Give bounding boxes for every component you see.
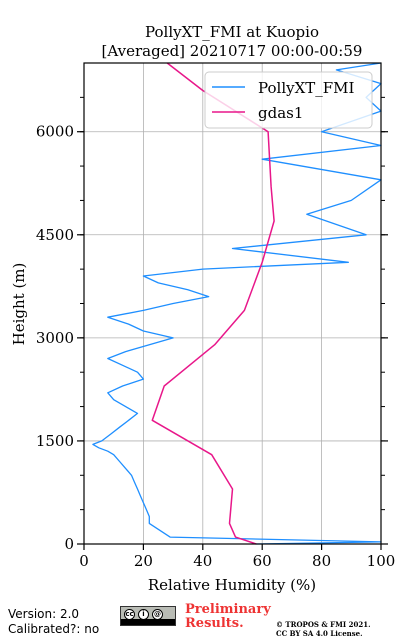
- x-tick-label: 20: [134, 552, 153, 570]
- axes: 0 20 40 60 80 100 0 1500 3000 4500 6000: [36, 62, 396, 570]
- series-layer: [92, 62, 382, 545]
- plot-background: [84, 63, 381, 544]
- version-text: Version: 2.0: [8, 607, 80, 621]
- series-line-gdas1: [151, 62, 275, 545]
- x-tick-label: 60: [253, 552, 272, 570]
- legend-box: [204, 71, 373, 129]
- plot-area: [84, 63, 381, 544]
- copyright-line1: © TROPOS & FMI 2021.: [276, 620, 371, 629]
- preliminary-line2: Results.: [185, 616, 244, 631]
- preliminary-line1: Preliminary: [185, 602, 271, 617]
- chart-title-line1: PollyXT_FMI at Kuopio: [145, 23, 319, 41]
- y-axis-label: Height (m): [10, 263, 28, 346]
- chart-title-line2: [Averaged] 20210717 00:00-00:59: [102, 42, 363, 60]
- copyright-line2: CC BY SA 4.0 License.: [276, 629, 363, 638]
- y-tick-label: 6000: [36, 123, 74, 141]
- legend: PollyXT_FMI gdas1: [204, 71, 373, 129]
- preliminary-results-notice: Preliminary Results.: [185, 603, 285, 631]
- y-tick-label: 1500: [36, 432, 74, 450]
- y-tick-label: 4500: [36, 226, 74, 244]
- copyright-notice: © TROPOS & FMI 2021. CC BY SA 4.0 Licens…: [276, 620, 396, 638]
- legend-entry-label: PollyXT_FMI: [258, 79, 355, 97]
- y-tick-label: 3000: [36, 329, 74, 347]
- x-axis-label: Relative Humidity (%): [148, 576, 316, 594]
- legend-entry-label: gdas1: [258, 104, 303, 122]
- x-tick-label: 0: [79, 552, 89, 570]
- calibrated-text: Calibrated?: no: [8, 622, 100, 636]
- x-tick-label: 100: [367, 552, 396, 570]
- x-tick-label: 40: [193, 552, 212, 570]
- series-line-pollyxt-fmi: [92, 62, 382, 545]
- grid: [84, 63, 381, 544]
- y-tick-label: 0: [64, 535, 74, 553]
- x-tick-label: 80: [312, 552, 331, 570]
- chart: PollyXT_FMI at Kuopio [Averaged] 2021071…: [10, 23, 396, 594]
- cc-by-sa-badge-icon: cc i @: [120, 606, 176, 626]
